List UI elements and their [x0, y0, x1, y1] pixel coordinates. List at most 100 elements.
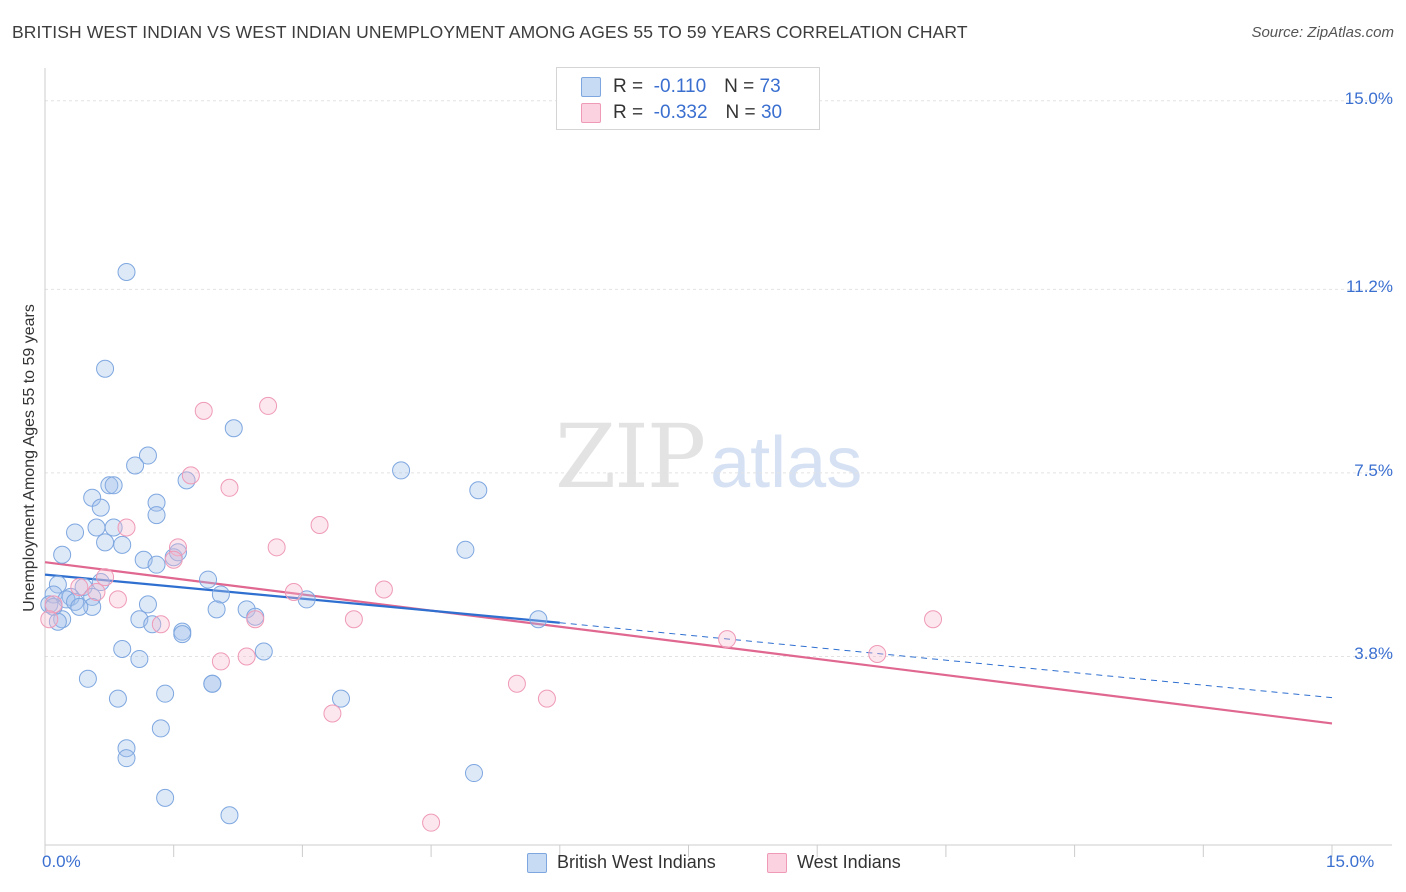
trend-line-british-west-indians	[44, 573, 560, 624]
chart-title: BRITISH WEST INDIAN VS WEST INDIAN UNEMP…	[12, 22, 968, 42]
point-british-west-indians	[70, 597, 89, 616]
point-british-west-indians	[96, 359, 115, 378]
point-british-west-indians	[104, 476, 123, 495]
point-british-west-indians	[254, 642, 273, 661]
point-west-indians	[70, 578, 89, 597]
stats-row-british-west-indians: R = -0.110 N = 73	[581, 75, 781, 99]
point-british-west-indians	[220, 806, 239, 825]
y-tick-label: 7.5%	[1354, 460, 1393, 480]
trend-line-west-indians	[44, 561, 1333, 725]
point-british-west-indians	[96, 533, 115, 552]
point-west-indians	[220, 478, 239, 497]
point-west-indians	[422, 813, 441, 832]
point-west-indians	[181, 466, 200, 485]
legend-item-west-indians[interactable]: West Indians	[767, 852, 901, 873]
point-west-indians	[117, 518, 136, 537]
point-british-west-indians	[126, 456, 145, 475]
point-british-west-indians	[53, 545, 72, 564]
y-axis-title: Unemployment Among Ages 55 to 59 years	[21, 304, 38, 612]
swatch-blue	[527, 852, 547, 873]
n-label: N =	[724, 76, 755, 97]
point-west-indians	[87, 582, 106, 601]
point-british-west-indians	[117, 739, 136, 758]
point-british-west-indians	[113, 535, 132, 554]
point-british-west-indians	[138, 595, 157, 614]
point-british-west-indians	[156, 788, 175, 807]
point-west-indians	[537, 689, 556, 708]
point-west-indians	[96, 568, 115, 587]
point-british-west-indians	[91, 498, 110, 517]
watermark: ZIPatlas	[555, 405, 862, 508]
point-british-west-indians	[332, 689, 351, 708]
point-west-indians	[259, 396, 278, 415]
stats-row-west-indians: R = -0.332 N = 30	[581, 101, 782, 125]
series-legend: British West Indians West Indians	[0, 852, 1406, 878]
watermark-atlas: atlas	[710, 423, 863, 503]
point-west-indians	[507, 674, 526, 693]
point-british-west-indians	[87, 518, 106, 537]
swatch-pink	[767, 852, 787, 873]
point-british-west-indians	[48, 575, 67, 594]
point-west-indians	[164, 550, 183, 569]
point-british-west-indians	[203, 674, 222, 693]
axes	[44, 68, 1392, 857]
point-british-west-indians	[66, 523, 85, 542]
point-west-indians	[374, 580, 393, 599]
stats-legend: R = -0.110 N = 73 R = -0.332 N = 30	[556, 67, 820, 130]
point-british-west-indians	[138, 446, 157, 465]
point-west-indians	[718, 630, 737, 649]
point-west-indians	[40, 610, 59, 629]
point-west-indians	[151, 615, 170, 634]
point-british-west-indians	[117, 749, 136, 768]
point-british-west-indians	[469, 481, 488, 500]
point-british-west-indians	[392, 461, 411, 480]
gridlines	[45, 100, 1392, 657]
point-west-indians	[44, 595, 63, 614]
point-british-west-indians	[147, 506, 166, 525]
x-tick-max: 15.0%	[1326, 852, 1375, 871]
trend-lines	[44, 561, 1333, 725]
point-west-indians	[344, 610, 363, 629]
point-british-west-indians	[83, 597, 102, 616]
point-british-west-indians	[151, 719, 170, 738]
n-label: N =	[725, 102, 756, 123]
point-west-indians	[323, 704, 342, 723]
point-british-west-indians	[100, 476, 119, 495]
point-british-west-indians	[147, 493, 166, 512]
y-tick-label: 3.8%	[1354, 644, 1393, 664]
watermark-zip: ZIP	[555, 405, 706, 508]
point-british-west-indians	[130, 649, 149, 668]
legend-item-british-west-indians[interactable]: British West Indians	[527, 852, 716, 873]
point-west-indians	[310, 515, 329, 534]
n-value: 73	[759, 76, 781, 97]
point-west-indians	[211, 652, 230, 671]
data-points	[40, 262, 943, 832]
point-british-west-indians	[113, 640, 132, 659]
swatch-pink	[581, 103, 601, 123]
point-west-indians	[868, 644, 887, 663]
r-value: -0.110	[653, 76, 707, 97]
source-label: Source: ZipAtlas.com	[1251, 24, 1394, 41]
n-value: 30	[760, 102, 783, 123]
r-label: R =	[613, 76, 644, 97]
point-british-west-indians	[465, 764, 483, 783]
r-value: -0.332	[653, 102, 708, 123]
legend-label: West Indians	[797, 852, 901, 872]
point-west-indians	[194, 401, 213, 420]
x-tick-min: 0.0%	[42, 852, 81, 871]
point-british-west-indians	[173, 625, 192, 644]
point-british-west-indians	[104, 518, 123, 537]
legend-label: British West Indians	[557, 852, 716, 872]
point-british-west-indians	[108, 689, 127, 708]
y-tick-label: 11.2%	[1346, 277, 1393, 297]
swatch-blue	[581, 77, 601, 97]
point-british-west-indians	[78, 669, 97, 688]
point-british-west-indians	[207, 600, 226, 619]
point-british-west-indians	[529, 610, 548, 629]
point-british-west-indians	[211, 585, 230, 604]
r-label: R =	[613, 102, 644, 123]
point-west-indians	[284, 582, 303, 601]
point-british-west-indians	[224, 419, 243, 438]
point-british-west-indians	[199, 570, 218, 589]
